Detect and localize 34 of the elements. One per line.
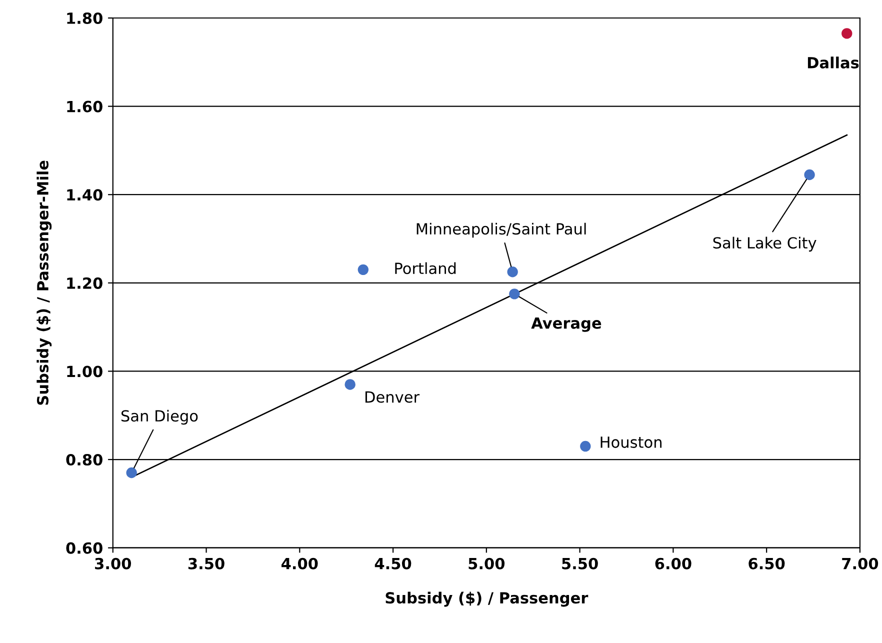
y-axis-title: Subsidy ($) / Passenger-Mile: [36, 160, 52, 405]
x-tick-label: 7.00: [842, 558, 878, 570]
annotation: Portland: [395, 262, 456, 274]
y-tick-label: 1.80: [67, 12, 102, 24]
x-tick-label: 5.00: [468, 558, 505, 570]
point: [580, 440, 591, 452]
annotation: San Diego: [121, 410, 198, 425]
point: [507, 266, 518, 278]
point: [358, 264, 369, 276]
point: [344, 379, 356, 390]
annotation: Dallas: [808, 56, 859, 68]
point: [126, 467, 137, 478]
y-tick-label: 0.80: [66, 454, 102, 466]
x-tick-label: 6.50: [748, 558, 785, 570]
x-tick-label: 4.50: [374, 558, 412, 570]
point: [509, 288, 520, 300]
annotation: Average: [531, 317, 602, 332]
point: [842, 28, 852, 39]
x-tick-label: 3.50: [188, 558, 224, 570]
x-tick-label: 6.00: [655, 558, 692, 570]
annotation: Minneapolis/Saint Paul: [416, 222, 586, 238]
x-axis-title: Subsidy ($) / Passenger: [386, 592, 588, 607]
y-tick-label: 1.60: [67, 100, 102, 112]
annotation: Denver: [365, 391, 420, 403]
y-tick-label: 0.60: [66, 542, 102, 554]
annotation: Houston: [600, 436, 662, 448]
y-tick-label: 1.40: [67, 189, 102, 201]
x-tick-label: 5.50: [562, 558, 598, 570]
y-tick-label: 1.00: [67, 366, 102, 378]
x-tick-label: 4.00: [282, 558, 318, 570]
annotation: Salt Lake City: [713, 236, 816, 252]
y-tick-label: 1.20: [67, 277, 102, 289]
x-tick-label: 3.00: [95, 558, 132, 570]
point: [804, 169, 815, 180]
